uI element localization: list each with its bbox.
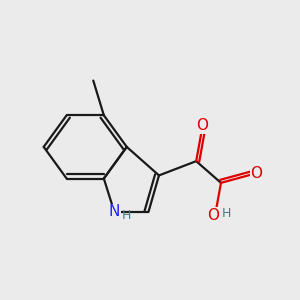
Text: O: O [196, 118, 208, 133]
Text: O: O [207, 208, 219, 223]
Text: O: O [250, 166, 262, 181]
Text: H: H [122, 209, 131, 222]
Text: N: N [109, 205, 120, 220]
Text: H: H [222, 207, 231, 220]
